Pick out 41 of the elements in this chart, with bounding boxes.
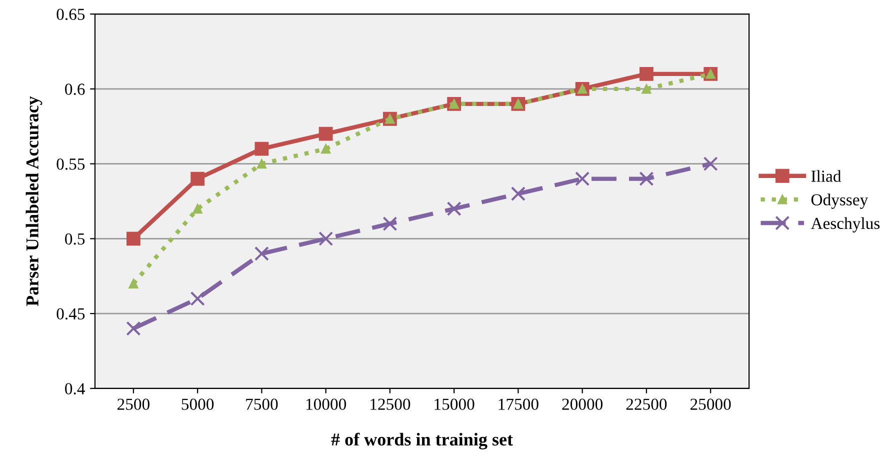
y-tick-label: 0.5 [65,233,85,245]
point [128,278,138,288]
legend-label: Odyssey [811,194,868,209]
point [318,126,333,141]
y-tick-label: 0.4 [65,383,85,394]
point [703,156,718,172]
y-tick-label: 0.6 [65,84,85,95]
y-axis-title: Parser Unlabeled Accuracy [26,96,42,306]
point [192,204,202,214]
y-tick-label: 0.65 [56,8,85,20]
legend-label: Iliad [811,170,842,182]
x-tick-label: 12500 [370,398,410,410]
x-tick-label: 15000 [434,398,474,410]
point [640,67,654,81]
legend-label: Aeschylus [810,217,880,232]
y-tick-label: 0.55 [56,158,85,170]
x-tick-label: 7500 [246,398,278,410]
x-tick-label: 2500 [118,398,150,410]
x-tick-label: 25000 [690,398,731,410]
x-tick-label: 22500 [626,398,667,410]
x-tick-label: 17500 [498,398,538,410]
point [126,232,140,246]
x-axis-title: # of words in trainig set [331,432,513,450]
point [642,84,652,94]
point [382,216,398,231]
point [639,171,654,186]
point [126,321,141,336]
point [190,172,205,186]
point [446,201,462,216]
x-tick-label: 5000 [182,398,214,410]
y-tick-label: 0.45 [56,308,85,320]
point [320,144,331,154]
x-tick-label: 20000 [562,398,603,410]
point [256,158,267,169]
point [575,171,590,186]
point [254,142,269,156]
x-tick-label: 10000 [306,398,346,410]
point [318,231,334,246]
point [190,291,205,306]
point [510,186,526,202]
point [254,246,269,261]
